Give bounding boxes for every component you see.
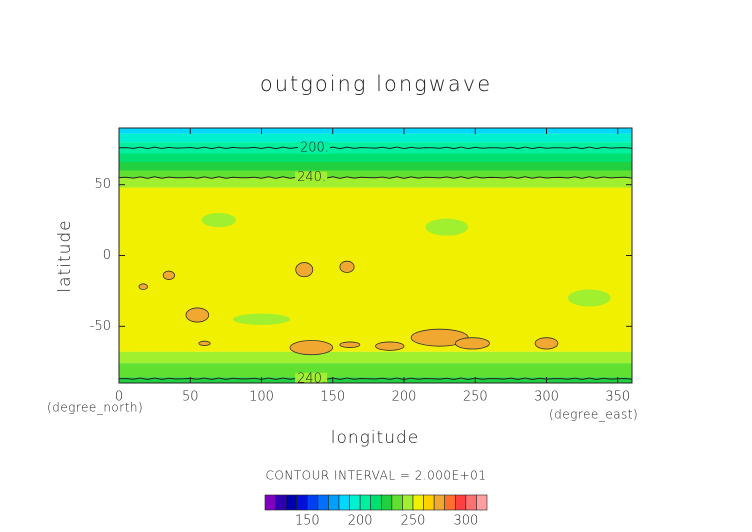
colorbar-cell: [476, 494, 488, 511]
zonal-band: [119, 363, 632, 378]
contour-line: [119, 146, 632, 150]
colorbar-tick-label: 200: [348, 514, 373, 529]
patch: [162, 270, 175, 280]
zonal-band: [119, 128, 632, 134]
colorbar-cell: [317, 494, 329, 511]
field: 200. 240. 240.: [119, 128, 632, 386]
contour-label: 240.: [297, 170, 326, 185]
colorbar-cell: [328, 494, 340, 511]
zonal-band: [119, 133, 632, 143]
contour-line: [119, 176, 632, 179]
zonal-band: [119, 170, 632, 178]
zonal-band: [119, 162, 632, 171]
zonal-band: [119, 153, 632, 162]
y-tick-label: 0: [103, 248, 111, 263]
zonal-band: [119, 177, 632, 188]
zonal-band: [119, 187, 632, 352]
colorbar-cell: [402, 494, 414, 511]
patch: [339, 341, 361, 348]
colorbar-cell: [454, 494, 467, 511]
x-units: (degree_east): [549, 408, 638, 422]
patch: [425, 218, 469, 236]
colorbar-cell: [359, 494, 372, 511]
y-tick-label: 50: [94, 177, 111, 192]
colorbar-cell: [444, 494, 456, 511]
patch: [454, 337, 490, 350]
x-tick-label: 300: [534, 390, 559, 405]
patch: [185, 307, 210, 323]
y-axis-label: latitude: [55, 219, 75, 292]
chart-title: outgoing longwave: [260, 72, 492, 96]
zonal-band: [119, 351, 632, 364]
colorbar-cell: [391, 494, 403, 511]
colorbar-tick-label: 300: [453, 514, 478, 529]
contour-label-bg: [295, 372, 328, 383]
patch: [201, 213, 236, 228]
colorbar-cell: [380, 494, 393, 511]
patch: [138, 283, 148, 290]
colorbar-cell: [296, 494, 308, 511]
colorbar-cell: [275, 494, 287, 511]
x-tick-label: 150: [320, 390, 345, 405]
y-units: (degree_north): [47, 401, 143, 415]
patch: [295, 262, 314, 278]
patch: [339, 260, 355, 273]
colorbar-cell: [349, 494, 361, 511]
colorbar-cell: [423, 494, 435, 511]
x-tick-label: 100: [249, 390, 274, 405]
contour-label-bg: [295, 171, 328, 184]
x-axis-label: longitude: [331, 428, 420, 448]
colorbar-cell: [370, 494, 382, 511]
contour-interval: CONTOUR INTERVAL = 2.000E+01: [266, 469, 487, 483]
patch: [375, 341, 405, 351]
y-tick-label: -50: [90, 319, 111, 334]
x-tick-label: 50: [182, 390, 199, 405]
patch: [534, 337, 559, 350]
colorbar-cell: [433, 494, 446, 511]
colorbar-cell: [465, 494, 477, 511]
x-tick-label: 0: [115, 390, 123, 405]
colorbar-tick-label: 250: [401, 514, 426, 529]
colorbar-cell: [306, 494, 319, 511]
patch: [233, 313, 290, 325]
patch: [289, 340, 334, 356]
colorbar-cell: [264, 494, 276, 511]
patch: [198, 340, 211, 346]
zonal-band: [119, 377, 632, 383]
contour-label: 200.: [300, 140, 329, 155]
colorbar-cell: [412, 494, 424, 511]
colorbar-tick-label: 150: [295, 514, 320, 529]
contour-label-bg: [297, 141, 330, 154]
colorbar-cell: [338, 494, 350, 511]
x-tick-label: 350: [605, 390, 630, 405]
colorbar-cell: [285, 494, 298, 511]
x-tick-label: 200: [392, 390, 417, 405]
x-tick-label: 250: [463, 390, 488, 405]
patch: [567, 289, 611, 307]
contour-label: 240.: [297, 371, 326, 386]
